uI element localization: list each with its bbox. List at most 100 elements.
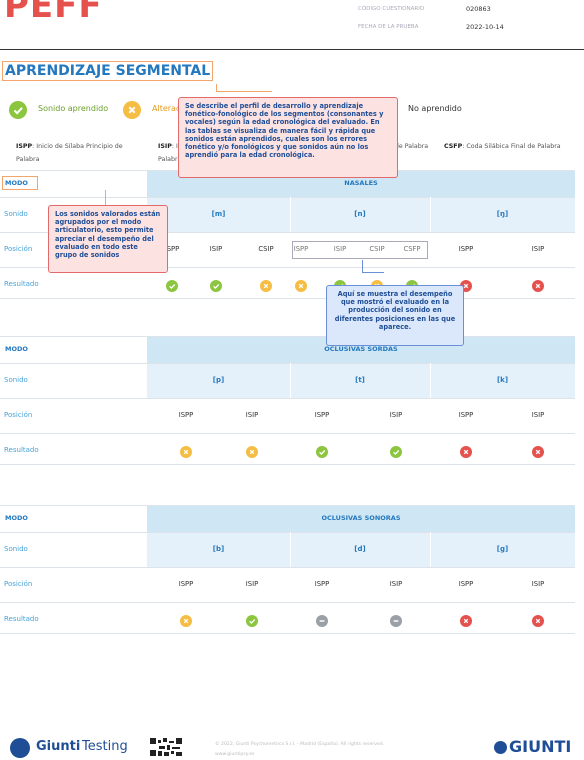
result-icon xyxy=(9,101,27,119)
position: ISIP xyxy=(209,245,223,253)
position: ISIP xyxy=(389,411,403,419)
position: ISPP xyxy=(293,245,309,253)
position: ISIP xyxy=(333,245,347,253)
result-icon xyxy=(460,612,472,627)
legend-label: No aprendido xyxy=(408,104,462,113)
result-icon xyxy=(532,612,544,627)
result-icon xyxy=(390,443,402,458)
group-name: OCLUSIVAS SORDAS xyxy=(324,345,398,353)
result-icon xyxy=(180,443,192,458)
position: ISPP xyxy=(178,411,194,419)
result-icon xyxy=(390,612,402,627)
footer-logo: GIUNTI xyxy=(509,737,572,756)
result-icon xyxy=(316,612,328,627)
row-line xyxy=(0,197,575,198)
label: FECHA DE LA PRUEBA xyxy=(358,24,419,30)
sound: [k] xyxy=(496,376,509,384)
result-icon xyxy=(260,277,272,292)
connector xyxy=(216,84,217,92)
row-line xyxy=(0,532,575,533)
position: ISPP xyxy=(164,245,180,253)
result-icon xyxy=(166,277,178,292)
connector xyxy=(362,272,384,273)
modo-label: MODO xyxy=(5,345,28,353)
position: ISPP xyxy=(314,580,330,588)
result-icon xyxy=(210,277,222,292)
connector xyxy=(105,190,106,205)
sound-row-band xyxy=(147,197,575,232)
row-label: Posición xyxy=(4,580,33,588)
result-icon xyxy=(295,277,307,292)
result-icon xyxy=(316,443,328,458)
connector xyxy=(216,91,272,92)
position: ISIP xyxy=(389,580,403,588)
row-label: Sonido xyxy=(4,376,28,384)
tooltip: Se describe el perfil de desarrollo y ap… xyxy=(178,97,398,178)
row-line xyxy=(0,505,575,506)
row-line xyxy=(0,363,575,364)
table-header-band xyxy=(147,505,575,532)
group-divider xyxy=(430,363,431,398)
result-icon xyxy=(123,101,141,119)
row-label: Resultado xyxy=(4,446,39,454)
sound: [ŋ] xyxy=(496,210,509,218)
sound: [b] xyxy=(212,545,225,553)
group-divider xyxy=(290,197,291,232)
row-line xyxy=(0,267,575,268)
tooltip: Aquí se muestra el desempeño que mostró … xyxy=(326,285,464,346)
group-name: OCLUSIVAS SONORAS xyxy=(321,514,401,522)
sound: [d] xyxy=(354,545,366,553)
result-icon xyxy=(180,612,192,627)
result-icon xyxy=(246,443,258,458)
logo: PEFF xyxy=(4,0,103,26)
group-divider xyxy=(430,532,431,567)
abbreviation: CSFP: Coda Silábica Final de Palabra xyxy=(444,140,569,153)
row-line xyxy=(0,633,575,634)
position: ISIP xyxy=(531,580,545,588)
position: CSFP xyxy=(403,245,421,253)
row-label: Resultado xyxy=(4,280,39,288)
sound: [p] xyxy=(212,376,225,384)
abbreviation-term: CSFP xyxy=(444,143,463,150)
abbreviation-text: : Coda Silábica Final de Palabra xyxy=(462,143,561,150)
abbreviation-term: ISIP xyxy=(158,143,172,150)
row-label: Posición xyxy=(4,245,33,253)
group-name: NASALES xyxy=(344,179,378,187)
modo-label: MODO xyxy=(5,514,28,522)
modo-label: MODO xyxy=(5,179,28,187)
position: CSIP xyxy=(369,245,385,253)
group-divider xyxy=(290,532,291,567)
row-line xyxy=(0,232,575,233)
row-line xyxy=(0,298,575,299)
value: 2022-10-14 xyxy=(466,23,504,31)
sound: [m] xyxy=(211,210,226,218)
position: ISIP xyxy=(245,580,259,588)
rule xyxy=(0,49,584,50)
sound-row-band xyxy=(147,532,575,567)
position: ISIP xyxy=(245,411,259,419)
result-icon xyxy=(532,277,544,292)
row-label: Sonido xyxy=(4,210,28,218)
row-line xyxy=(0,602,575,603)
brand-icon xyxy=(10,738,30,758)
copyright: © 2022, Giunti Psychometrics S.r.l. - Ma… xyxy=(215,742,385,747)
modo-highlight xyxy=(2,176,38,190)
abbreviation: ISPP: Inicio de Sílaba Principio de Pala… xyxy=(16,140,141,166)
position: ISPP xyxy=(178,580,194,588)
sound: [g] xyxy=(496,545,509,553)
sound: [n] xyxy=(354,210,366,218)
row-line xyxy=(0,464,575,465)
highlight xyxy=(292,241,428,259)
tooltip: Los sonidos valorados están agrupados po… xyxy=(48,205,168,273)
qr-code xyxy=(150,738,182,756)
connector xyxy=(362,260,363,272)
abbreviation-text: : Inicio de Sílaba Principio de Palabra xyxy=(16,143,123,163)
brand-suffix: Testing xyxy=(82,739,128,754)
legend-label: Alterado xyxy=(152,104,186,113)
result-icon xyxy=(532,443,544,458)
group-divider xyxy=(430,197,431,232)
position: ISIP xyxy=(531,411,545,419)
row-label: Posición xyxy=(4,411,33,419)
row-line xyxy=(0,567,575,568)
